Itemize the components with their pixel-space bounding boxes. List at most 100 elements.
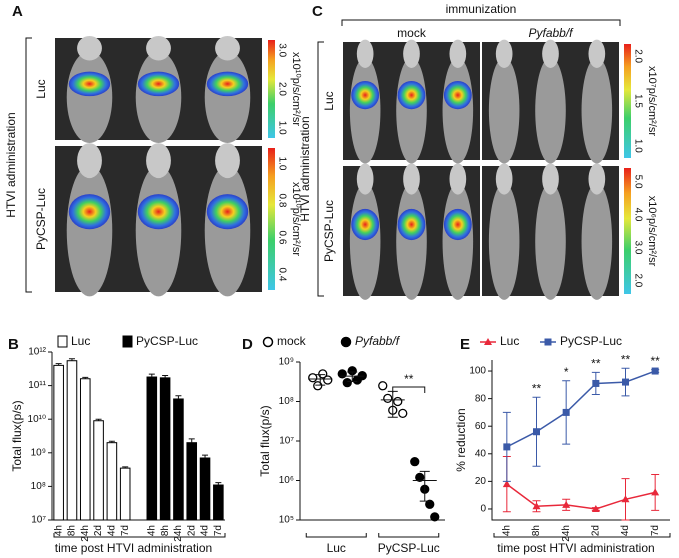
mouse-head [542, 39, 559, 68]
signal [68, 71, 111, 97]
mouse [66, 164, 113, 297]
x-tick-label: 7d [650, 525, 661, 536]
bar [66, 360, 78, 521]
bar [199, 457, 211, 521]
header-bracket [341, 19, 621, 26]
point [651, 367, 659, 375]
signal [443, 80, 472, 110]
x-bracket [53, 533, 226, 538]
mouse [135, 164, 182, 297]
mouse [535, 182, 566, 300]
y-tick-label: 40 [475, 448, 487, 459]
side-label: HTVI administration [4, 112, 18, 217]
mouse-head [356, 39, 374, 68]
y-tick-label: 10⁹ [279, 357, 294, 368]
mouse-head [356, 163, 374, 195]
line [506, 370, 656, 448]
mouse [488, 57, 520, 164]
bar [213, 484, 224, 521]
colorbar [268, 148, 275, 290]
x-bracket [305, 533, 367, 538]
y-tick-label: 10⁹ [31, 447, 46, 458]
mouse [581, 57, 613, 164]
y-tick-label: 10¹¹ [28, 380, 46, 391]
mouse-head [146, 143, 171, 179]
significance: * [564, 365, 569, 379]
signal [68, 194, 111, 230]
mouse [349, 57, 381, 164]
axis [51, 352, 225, 521]
point [342, 378, 352, 388]
x-tick-label: 8h [160, 525, 171, 536]
bar [159, 377, 171, 521]
bar [173, 398, 184, 521]
column-label: Pyfabb/f [528, 26, 574, 40]
panel-label: E [460, 336, 470, 353]
row-label: PyCSP-Luc [34, 188, 48, 250]
point [410, 457, 420, 467]
mouse [442, 57, 474, 164]
mouse-head [495, 163, 513, 195]
y-tick-label: 10⁷ [279, 436, 294, 447]
mouse [66, 51, 113, 144]
mouse-head [588, 39, 606, 68]
mouse [488, 182, 520, 300]
x-tick-label: 7d [213, 525, 224, 536]
colorbar-tick: 0.6 [276, 231, 287, 245]
significance: ** [650, 354, 660, 368]
colorbar-tick: 3.0 [276, 43, 287, 57]
annotation: ** [404, 372, 414, 386]
y-tick-label: 20 [475, 476, 487, 487]
y-label: Total flux(p/s) [10, 400, 24, 471]
signal [206, 71, 249, 97]
significance: ** [591, 357, 601, 371]
x-tick-label: 4d [107, 525, 118, 536]
legend-marker [262, 336, 274, 348]
point [308, 373, 318, 383]
legend-label: mock [277, 334, 307, 348]
colorbar [268, 40, 275, 138]
mouse-head [495, 39, 513, 68]
error-bar [188, 438, 195, 443]
significance: ** [532, 381, 542, 395]
error-bar [162, 374, 169, 378]
colorbar-tick: 4.0 [632, 208, 643, 222]
mouse-head [449, 163, 467, 195]
mouse-head [146, 35, 171, 61]
mouse [349, 182, 381, 300]
mouse [204, 51, 251, 144]
colorbar-unit: x10⁶p/s/cm²/sr [646, 196, 658, 267]
mouse-head [403, 39, 420, 68]
colorbar-tick: 0.8 [276, 194, 287, 208]
point [430, 512, 440, 522]
legend-marker [484, 338, 492, 345]
point [533, 428, 540, 436]
x-label: time post HTVI administration [55, 541, 212, 555]
point [425, 499, 435, 509]
y-tick-label: 10⁸ [31, 481, 46, 492]
mouse-head [403, 163, 420, 195]
x-tick-label: 4d [200, 525, 211, 536]
colorbar-tick: 1.0 [632, 139, 643, 153]
point [621, 495, 630, 503]
mouse [581, 182, 613, 300]
colorbar-tick: 2.0 [276, 82, 287, 96]
y-tick-label: 10⁸ [279, 396, 294, 407]
bar [79, 378, 91, 521]
sd-bar [315, 374, 326, 386]
legend-label: Luc [500, 334, 519, 348]
y-tick-label: 10¹² [28, 347, 46, 358]
legend-marker [544, 338, 552, 346]
point [591, 504, 600, 512]
bar [53, 364, 64, 521]
sd-bar [419, 470, 430, 502]
axis [491, 360, 670, 521]
point [562, 408, 570, 416]
point [398, 408, 408, 419]
y-tick-label: 60 [475, 421, 487, 432]
legend-marker [340, 336, 352, 348]
y-label: Total flux(p/s) [258, 405, 272, 476]
error-bar [82, 376, 89, 379]
point [592, 379, 600, 387]
